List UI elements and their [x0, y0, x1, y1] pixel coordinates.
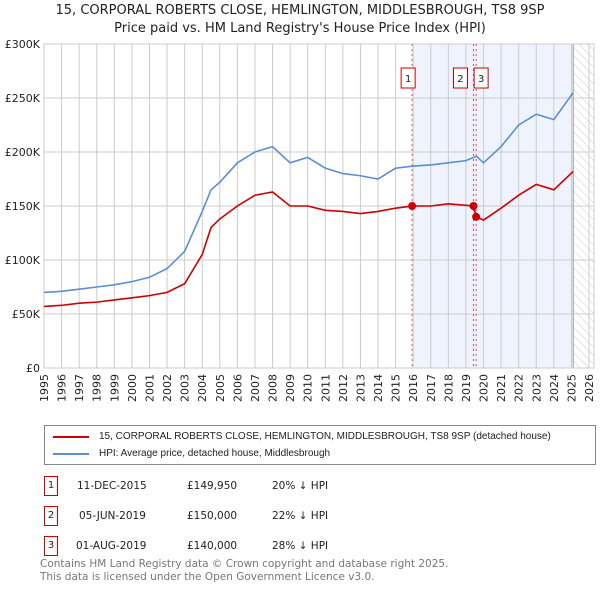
legend-hpi: HPI: Average price, detached house, Midd… [99, 448, 331, 459]
footer-line-1: Contains HM Land Registry data © Crown c… [40, 558, 449, 570]
sale-date: 05-JUN-2019 [79, 510, 146, 522]
x-tick-label: 1996 [56, 374, 69, 402]
x-tick-label: 2003 [179, 374, 192, 402]
y-tick-label: £0 [26, 362, 40, 375]
y-tick-label: £50K [12, 308, 41, 321]
plot-frame [43, 43, 595, 369]
sale-row-2: 2 05-JUN-2019 £150,000 22% ↓ HPI [44, 506, 444, 526]
sale-point [408, 202, 417, 211]
x-tick-label: 2021 [495, 374, 508, 402]
x-tick-label: 2000 [126, 374, 139, 402]
x-tick-label: 2015 [390, 374, 403, 402]
hpi-line [43, 92, 574, 294]
sale-date: 11-DEC-2015 [77, 480, 147, 492]
x-tick-label: 2019 [460, 374, 473, 402]
x-tick-label: 2025 [565, 374, 578, 402]
x-tick-label: 1997 [73, 374, 86, 402]
x-tick-label: 2005 [214, 374, 227, 402]
sale-point [472, 212, 481, 221]
x-tick-label: 1999 [108, 374, 121, 402]
sale-hpi: 20% ↓ HPI [272, 480, 329, 492]
x-tick-label: 2011 [319, 374, 332, 402]
x-tick-label: 2016 [407, 374, 420, 402]
x-tick-label: 2024 [548, 374, 561, 402]
x-tick-label: 2006 [231, 374, 244, 402]
y-tick-label: £100K [5, 254, 41, 267]
sale-marker-label: 3 [478, 74, 484, 85]
y-tick-label: £300K [5, 38, 41, 51]
sale-date: 01-AUG-2019 [76, 540, 147, 552]
chart-title: 15, CORPORAL ROBERTS CLOSE, HEMLINGTON, … [55, 3, 545, 18]
y-tick-label: £250K [5, 92, 41, 105]
sale-row-1: 1 11-DEC-2015 £149,950 20% ↓ HPI [44, 476, 444, 496]
sale-marker-box [452, 67, 468, 89]
footer-line-2: This data is licensed under the Open Gov… [40, 571, 375, 583]
x-tick-label: 2014 [372, 374, 385, 402]
x-tick-label: 1995 [38, 374, 51, 402]
x-tick-label: 2018 [442, 374, 455, 402]
sale-marker-box [400, 67, 416, 89]
y-tick-label: £200K [5, 146, 41, 159]
legend-red-line [53, 435, 89, 438]
x-tick-label: 2013 [354, 374, 367, 402]
legend: 15, CORPORAL ROBERTS CLOSE, HEMLINGTON, … [44, 425, 596, 465]
sale-marker-box [473, 67, 489, 89]
x-tick-label: 2002 [161, 374, 174, 402]
x-tick-label: 2026 [583, 374, 596, 402]
x-tick-label: 2017 [425, 374, 438, 402]
sale-marker-label: 2 [457, 74, 463, 85]
footer: Contains HM Land Registry data © Crown c… [40, 558, 448, 584]
y-tick-label: £150K [5, 200, 41, 213]
x-tick-label: 2009 [284, 374, 297, 402]
x-tick-label: 2008 [267, 374, 280, 402]
x-tick-label: 2023 [530, 374, 543, 402]
x-tick-label: 2020 [478, 374, 491, 402]
x-tick-label: 2012 [337, 374, 350, 402]
legend-blue-line [53, 452, 89, 455]
sale-hpi: 22% ↓ HPI [272, 510, 329, 522]
sale-number: 3 [44, 536, 58, 556]
x-tick-label: 2010 [302, 374, 315, 402]
sale-row-3: 3 01-AUG-2019 £140,000 28% ↓ HPI [44, 536, 444, 556]
x-tick-label: 1998 [91, 374, 104, 402]
sale-price: £150,000 [187, 510, 238, 522]
sale-price: £149,950 [187, 480, 238, 492]
sale-marker-label: 1 [405, 74, 411, 85]
property-line [43, 170, 574, 308]
sale-price: £140,000 [187, 540, 238, 552]
chart-subtitle: Price paid vs. HM Land Registry's House … [114, 21, 486, 36]
price-chart: 1995 1996 1997 1998 1999 2000 2001 2002 2003 2004… [5, 38, 596, 402]
x-tick-label: 2001 [143, 374, 156, 402]
x-tick-label: 2004 [196, 374, 209, 402]
legend-property: 15, CORPORAL ROBERTS CLOSE, HEMLINGTON, … [99, 431, 551, 442]
sale-point [469, 202, 478, 210]
sale-hpi: 28% ↓ HPI [272, 540, 329, 552]
sale-number: 2 [44, 506, 58, 526]
x-tick-label: 2007 [249, 374, 262, 402]
x-tick-label: 2022 [513, 374, 526, 402]
sale-number: 1 [44, 476, 58, 496]
